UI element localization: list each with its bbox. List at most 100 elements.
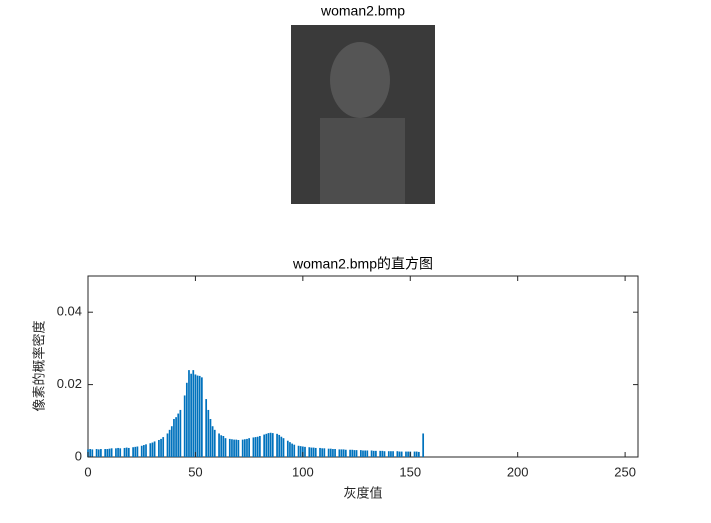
image-title: woman2.bmp	[320, 3, 405, 19]
bar	[344, 449, 347, 457]
bar	[349, 449, 351, 457]
bar	[170, 426, 173, 457]
bar	[140, 445, 143, 457]
x-tick-label: 250	[614, 464, 636, 479]
bar	[353, 450, 356, 457]
y-tick-label: 0.02	[57, 376, 82, 391]
bar	[252, 437, 255, 457]
bar	[151, 442, 154, 457]
bar	[351, 449, 354, 457]
bar	[390, 451, 392, 457]
x-tick-label: 150	[399, 464, 421, 479]
bar	[185, 382, 188, 457]
bar	[299, 446, 302, 457]
bar	[177, 413, 180, 457]
bar	[396, 451, 399, 457]
bar	[115, 448, 117, 457]
bar	[291, 443, 293, 457]
bar	[314, 447, 317, 457]
bar	[198, 375, 201, 457]
bar	[132, 447, 134, 457]
bar	[145, 444, 147, 457]
plot-marks: 0 0.02 0.04 0 50 100 150 200 250	[57, 276, 638, 479]
bar	[340, 449, 343, 457]
bar	[100, 449, 102, 457]
bar	[110, 448, 113, 457]
bar	[256, 436, 259, 457]
y-axis-label: 像素的概率密度	[31, 320, 46, 411]
bar	[301, 446, 304, 457]
bar	[278, 434, 281, 457]
bar	[95, 449, 98, 457]
bar	[218, 433, 220, 457]
bar	[359, 450, 362, 457]
bar	[235, 439, 238, 457]
bar	[211, 426, 214, 457]
bar	[207, 409, 210, 457]
bar	[293, 444, 296, 457]
bar	[192, 370, 195, 457]
bar	[224, 438, 227, 457]
y-tick-label: 0.04	[57, 304, 82, 319]
bar	[321, 448, 324, 457]
bar	[334, 449, 336, 457]
x-axis-label: 灰度值	[343, 485, 382, 500]
bar	[89, 449, 92, 457]
bar	[168, 429, 171, 457]
bar	[289, 442, 291, 457]
bar	[119, 448, 122, 457]
bar	[282, 438, 285, 457]
bar	[173, 418, 175, 457]
bar	[392, 451, 394, 457]
bar	[231, 439, 233, 457]
bar	[422, 433, 425, 457]
bar	[194, 374, 197, 457]
bar	[213, 429, 216, 457]
bar	[259, 436, 261, 457]
bar	[297, 445, 300, 457]
bar	[91, 449, 94, 457]
bar	[372, 450, 375, 457]
x-tick-label: 0	[84, 464, 91, 479]
bar	[254, 437, 257, 457]
bar	[241, 439, 244, 457]
bar	[332, 449, 334, 457]
bar	[400, 451, 403, 457]
bar	[136, 446, 139, 457]
bar	[366, 450, 369, 457]
bar	[160, 438, 162, 457]
bar	[228, 438, 231, 457]
bar	[304, 446, 306, 457]
bar	[405, 451, 407, 457]
bar	[276, 433, 278, 457]
bar	[355, 450, 358, 457]
bar	[323, 448, 326, 457]
bar	[175, 417, 177, 457]
bar	[362, 450, 364, 457]
bar	[248, 438, 250, 457]
bar	[342, 449, 345, 457]
bar	[190, 373, 192, 457]
bar	[286, 440, 289, 457]
bar	[379, 450, 382, 457]
bar	[243, 439, 246, 457]
bar	[329, 448, 332, 457]
y-tick-label: 0	[75, 448, 82, 463]
bar	[263, 434, 266, 457]
bar	[237, 439, 240, 457]
bar	[166, 433, 169, 457]
bar	[153, 441, 156, 457]
bar	[233, 439, 235, 457]
chart-title: woman2.bmp的直方图	[292, 256, 433, 272]
bar	[108, 448, 111, 457]
bar	[413, 451, 416, 457]
bar	[222, 436, 225, 457]
bar	[375, 450, 377, 457]
bar	[158, 439, 160, 457]
bar	[398, 451, 401, 457]
image-face	[330, 42, 390, 118]
x-tick-label: 100	[292, 464, 314, 479]
bar	[179, 409, 182, 457]
bar	[162, 437, 165, 457]
